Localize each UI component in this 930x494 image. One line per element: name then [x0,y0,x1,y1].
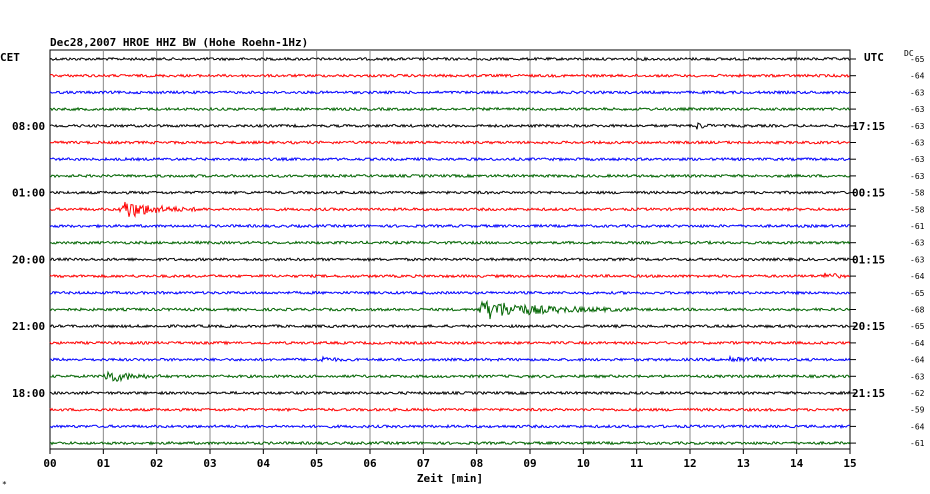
dc-value-label: -61 [910,439,925,448]
dc-value-label: -64 [910,272,925,281]
left-time-labels: 08:00 01:00 20:00 21:00 18:00 [12,120,45,400]
dc-value-labels: -65 -64 -63 -63 -63 -63 -63 -63 -58 -58 -61 -63 -63 -… [850,55,925,448]
corner-mark: * [2,480,7,489]
dc-value-label: -63 [910,139,925,148]
seismic-trace [49,423,850,429]
dc-value-label: -64 [910,422,925,431]
right-hour-label: 20:15 [852,320,885,333]
left-hour-label: 20:00 [12,253,45,266]
dc-value-label: -63 [910,372,925,381]
seismic-trace [49,89,851,95]
dc-label: DC [904,49,914,58]
seismic-trace [49,190,851,196]
dc-value-label: -63 [910,155,925,164]
seismic-trace [49,370,851,383]
seismic-trace [49,201,851,219]
left-hour-label: 21:00 [12,320,45,333]
seismic-trace [49,354,851,363]
x-tick-label: 07 [417,457,430,470]
dc-value-label: -58 [910,189,925,198]
dc-value-label: -63 [910,122,925,131]
x-tick-label: 05 [310,457,323,470]
seismic-trace [49,223,851,229]
seismic-trace [50,290,851,296]
seismic-trace [49,173,851,179]
dc-value-label: -62 [910,389,925,398]
seismic-trace [49,156,851,162]
dc-value-label: -63 [910,105,925,114]
dc-value-label: -64 [910,339,925,348]
x-tick-label: 06 [363,457,377,470]
x-tick-label: 08 [470,457,483,470]
seismic-trace [49,256,851,263]
left-hour-label: 08:00 [12,120,45,133]
x-tick-label: 01 [97,457,111,470]
x-tick-label: 15 [843,457,856,470]
x-tick-label: 13 [737,457,750,470]
right-time-labels: 17:15 00:15 01:15 20:15 21:15 [852,120,885,400]
seismic-trace [49,407,851,413]
seismic-trace [49,106,851,112]
x-tick-labels: 00 01 02 03 04 05 06 07 08 09 10 11 12 13 14 15 [43,449,857,470]
x-tick-label: 12 [683,457,696,470]
dc-value-label: -65 [910,55,925,64]
dc-value-label: -63 [910,255,925,264]
x-tick-label: 03 [203,457,216,470]
left-hour-label: 01:00 [12,187,45,200]
seismic-trace [49,240,851,246]
right-hour-label: 00:15 [852,187,885,200]
x-tick-label: 10 [577,457,590,470]
dc-value-label: -64 [910,72,925,81]
seismic-trace [49,299,851,320]
x-tick-label: 11 [630,457,644,470]
dc-value-label: -61 [910,222,925,231]
seismic-trace [49,323,851,329]
plot-frame [49,49,851,450]
x-tick-label: 02 [150,457,163,470]
x-tick-label: 14 [790,457,804,470]
seismic-trace [49,73,851,79]
right-hour-label: 21:15 [852,387,885,400]
seismic-trace [49,56,851,62]
dc-value-label: -63 [910,239,925,248]
right-hour-label: 01:15 [852,253,885,266]
grid-lines [49,49,851,450]
dc-value-label: -68 [910,306,925,315]
x-tick-label: 00 [43,457,56,470]
left-timezone-label: CET [0,51,20,64]
dc-value-label: -58 [910,205,925,214]
seismic-trace [49,139,851,146]
dc-value-label: -63 [910,88,925,97]
seismic-trace [49,340,851,346]
dc-value-label: -59 [910,406,925,415]
seismic-trace [49,272,851,279]
chart-title: Dec28,2007 HROE HHZ BW (Hohe Roehn-1Hz) [50,36,308,49]
x-tick-label: 04 [257,457,271,470]
seismic-trace [49,390,851,396]
left-hour-label: 18:00 [12,387,45,400]
x-tick-label: 09 [523,457,536,470]
dc-value-label: -63 [910,172,925,181]
right-hour-label: 17:15 [852,120,885,133]
dc-value-label: -65 [910,322,925,331]
dc-value-label: -65 [910,289,925,298]
seismic-trace [49,122,851,130]
seismic-trace [49,440,851,446]
right-timezone-label: UTC [864,51,884,64]
x-axis-label: Zeit [min] [417,472,483,485]
trace-group [49,56,851,446]
dc-value-label: -64 [910,356,925,365]
